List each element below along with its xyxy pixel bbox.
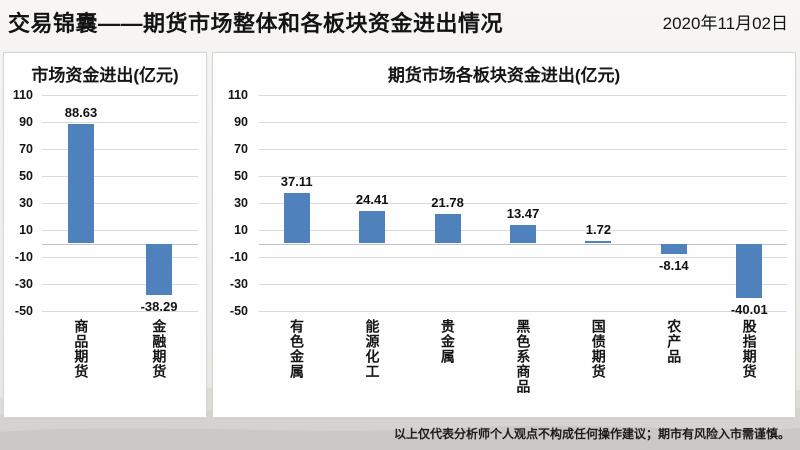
gridline: [42, 284, 198, 285]
gridline: [42, 95, 198, 96]
y-tick-label: 90: [234, 115, 248, 129]
bar-value-label: -40.01: [730, 301, 768, 317]
category-label: 农产品: [666, 319, 683, 364]
bar-value-label: 21.78: [431, 195, 464, 211]
bar: [434, 214, 461, 244]
category-label: 国债期货: [590, 319, 607, 379]
sector-flow-chart-panel: 期货市场各板块资金进出(亿元) 110 90 70 50 30 10 -10 -30 -50 3…: [212, 52, 796, 418]
plot-area: 88.63 -38.29: [42, 95, 198, 315]
gridline: [42, 176, 198, 177]
y-tick-label: 110: [12, 88, 33, 102]
market-total-bar-chart: 110 90 70 50 30 10 -10 -30 -50 88.63 -38.29 商品期货 金…: [4, 88, 206, 379]
y-tick-label: -30: [229, 277, 248, 291]
bar-value-label: 1.72: [585, 222, 612, 238]
y-tick-label: -10: [229, 250, 248, 264]
category-label: 能源化工: [364, 319, 381, 379]
y-axis: 110 90 70 50 30 10 -10 -30 -50: [213, 88, 251, 318]
gridline: [42, 311, 198, 312]
x-axis-labels: 商品期货 金融期货: [42, 311, 198, 415]
y-tick-label: -10: [14, 250, 33, 264]
category-label: 贵金属: [439, 319, 456, 364]
gridline: [259, 311, 787, 312]
bar: [736, 243, 763, 298]
bar-value-label: -38.29: [140, 299, 178, 315]
x-axis-labels: 有色金属 能源化工 贵金属 黑色系商品 国债期货 农产品 股指期货: [259, 311, 787, 415]
category-label: 商品期货: [73, 319, 90, 379]
y-tick-label: -50: [14, 304, 33, 318]
gridline: [42, 257, 198, 258]
report-header: 交易锦囊——期货市场整体和各板块资金进出情况 2020年11月02日: [0, 0, 800, 46]
category-label: 有色金属: [289, 319, 306, 379]
bar: [283, 193, 310, 244]
y-tick-label: 30: [19, 196, 33, 210]
gridline: [259, 257, 787, 258]
page-title: 交易锦囊——期货市场整体和各板块资金进出情况: [8, 11, 504, 36]
y-tick-label: 90: [19, 115, 33, 129]
bar: [146, 243, 172, 296]
bar: [359, 210, 386, 244]
gridline: [259, 284, 787, 285]
zero-axis-line: [259, 243, 787, 245]
y-tick-label: 10: [234, 223, 248, 237]
plot-area: 37.11 24.41 21.78 13.47 1.72 -8.14 -40.01: [259, 95, 787, 317]
gridline: [259, 95, 787, 96]
y-tick-label: 70: [19, 142, 33, 156]
y-tick-label: -50: [229, 304, 248, 318]
gridline: [42, 122, 198, 123]
gridline: [259, 203, 787, 204]
report-date: 2020年11月02日: [662, 14, 788, 33]
bar: [68, 123, 94, 244]
sector-flow-bar-chart: 110 90 70 50 30 10 -10 -30 -50 37.11 24.41 21.78 13…: [213, 88, 795, 394]
gridline: [259, 176, 787, 177]
zero-axis-line: [42, 243, 198, 245]
category-label: 黑色系商品: [515, 319, 532, 394]
gridline: [42, 230, 198, 231]
bar-value-label: 37.11: [280, 174, 313, 190]
market-total-chart-panel: 市场资金进出(亿元) 110 90 70 50 30 10 -10 -30 -50 88.63 -…: [3, 52, 207, 418]
bar: [660, 243, 687, 255]
y-tick-label: -30: [14, 277, 33, 291]
gridline: [259, 122, 787, 123]
bar: [510, 225, 536, 244]
y-axis: 110 90 70 50 30 10 -10 -30 -50: [4, 88, 36, 318]
sector-flow-chart-title: 期货市场各板块资金进出(亿元): [387, 66, 621, 85]
y-tick-label: 30: [234, 196, 248, 210]
bar-value-label: 13.47: [506, 206, 540, 222]
gridline: [42, 149, 198, 150]
y-tick-label: 50: [234, 169, 248, 183]
gridline: [259, 149, 787, 150]
bar: [585, 241, 612, 244]
y-tick-label: 70: [234, 142, 248, 156]
y-tick-label: 110: [227, 88, 248, 102]
category-label: 股指期货: [741, 319, 758, 379]
bar-value-label: 88.63: [64, 104, 98, 120]
gridline: [42, 203, 198, 204]
bar-value-label: -8.14: [659, 258, 689, 274]
y-tick-label: 50: [19, 169, 33, 183]
disclaimer: 以上仅代表分析师个人观点不构成任何操作建议；期市有风险入市需谨慎。: [393, 427, 790, 441]
bar-value-label: 24.41: [355, 191, 389, 207]
category-label: 金融期货: [151, 319, 168, 379]
market-total-chart-title: 市场资金进出(亿元): [31, 66, 179, 85]
y-tick-label: 10: [19, 223, 33, 237]
